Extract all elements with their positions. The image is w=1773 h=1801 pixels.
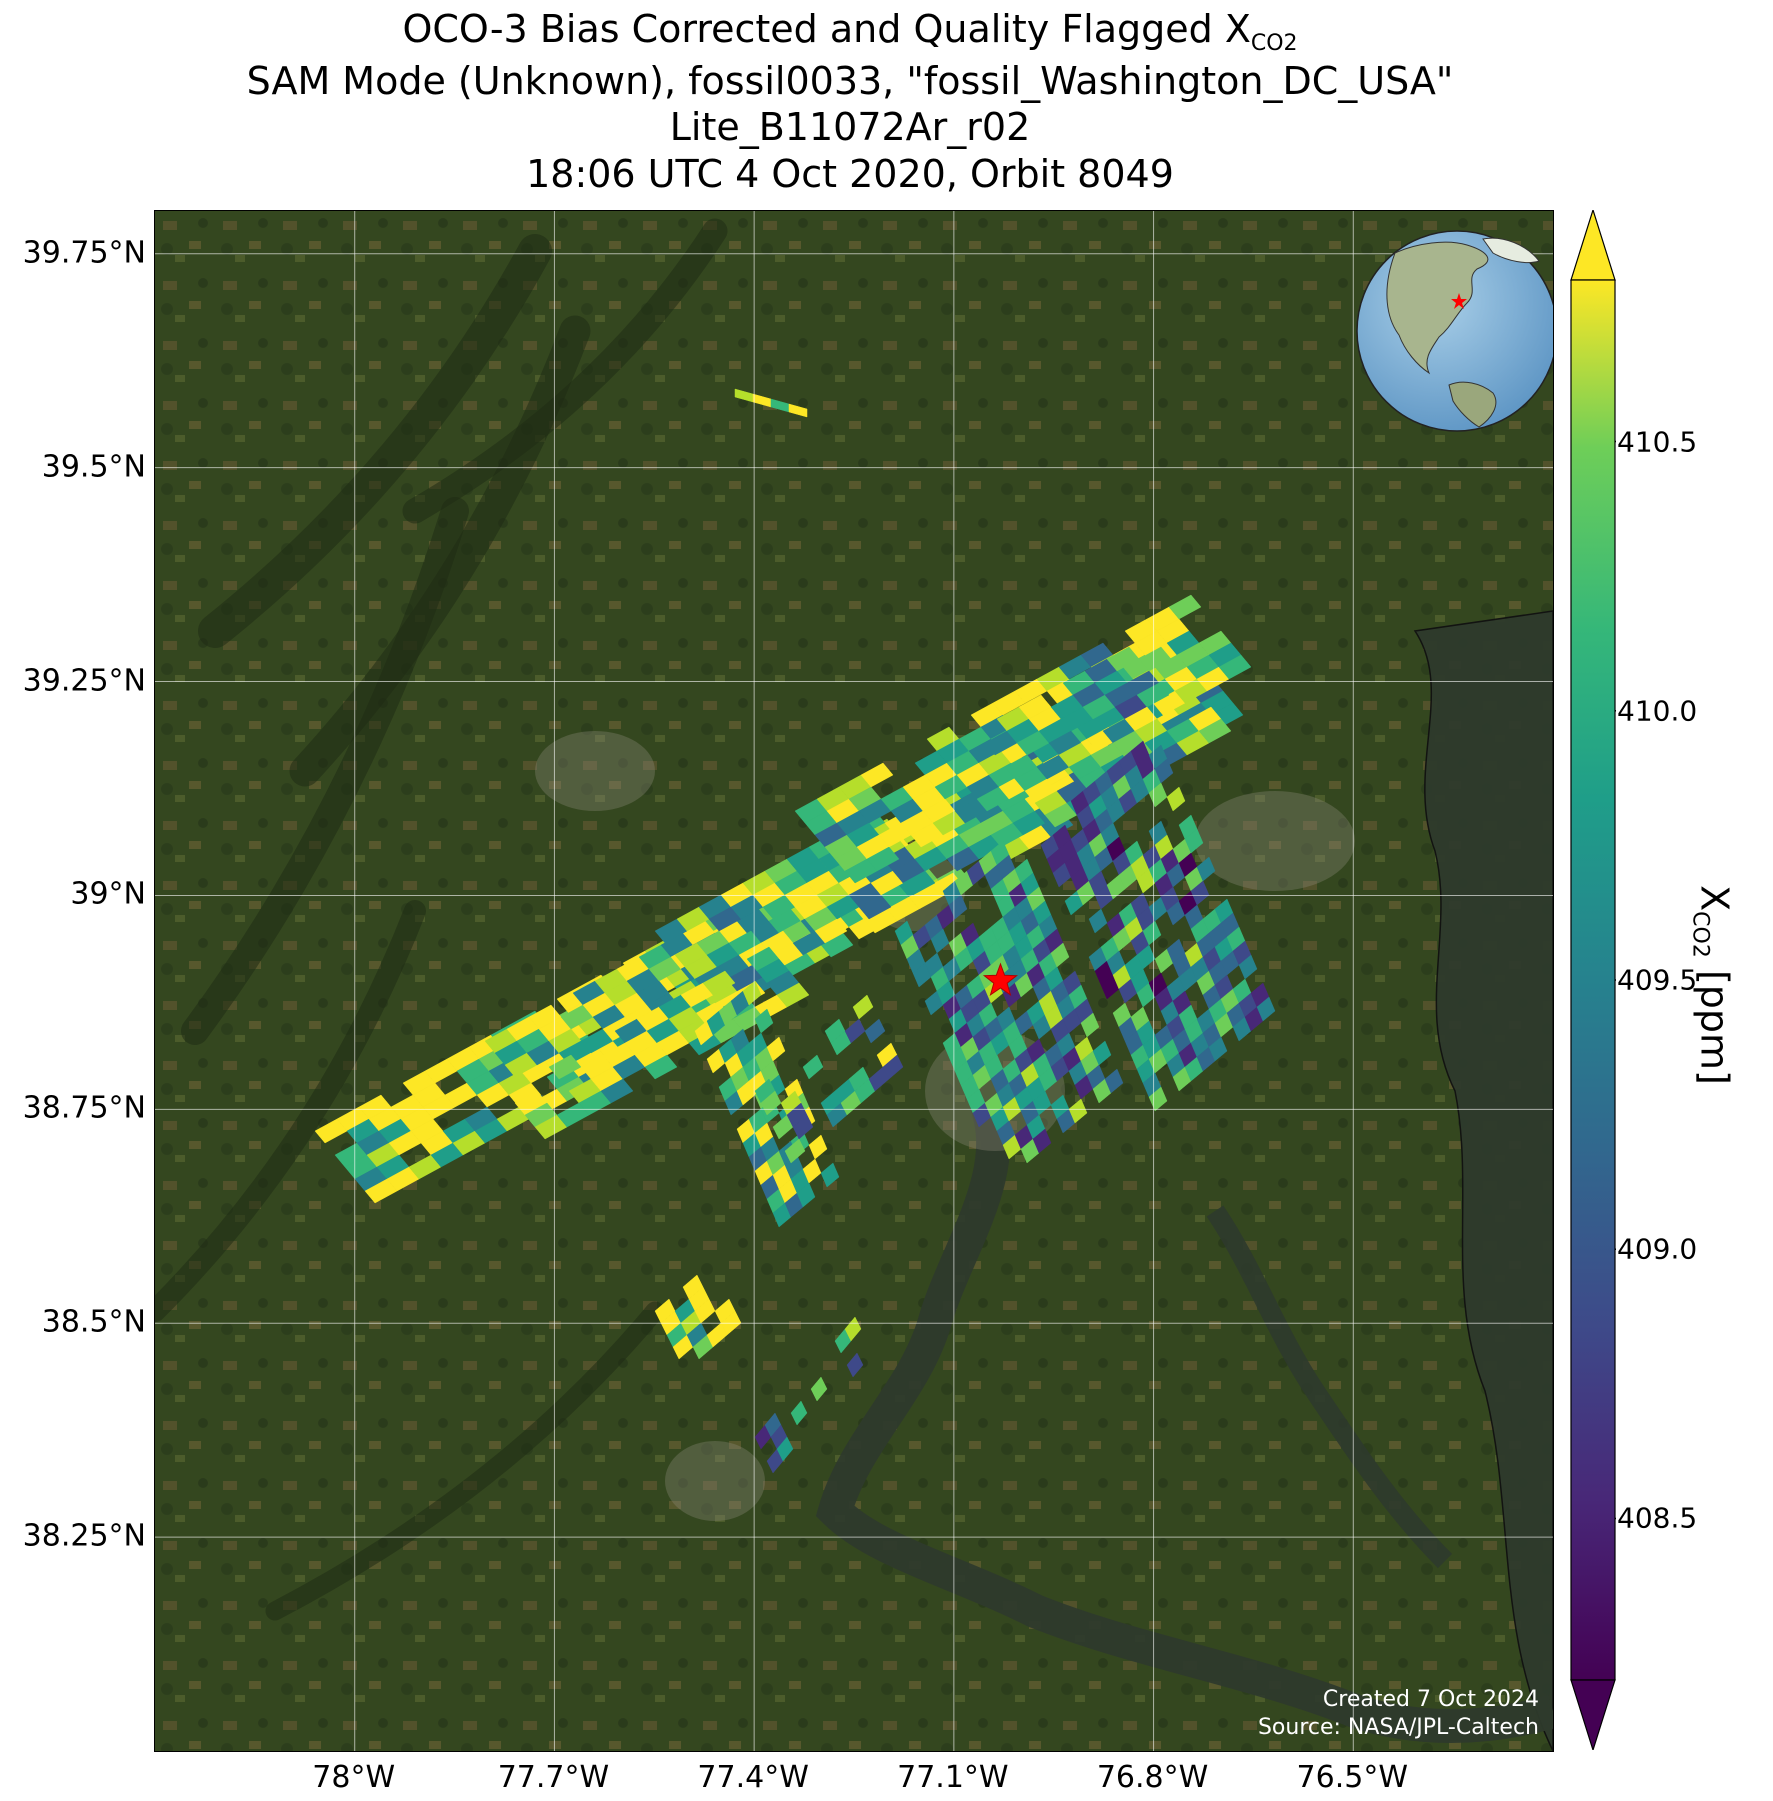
xco2-footprint bbox=[1092, 1040, 1112, 1066]
colorbar-tick-label: 408.5 bbox=[1617, 1501, 1698, 1535]
credit-source: Source: NASA/JPL-Caltech bbox=[1257, 1714, 1539, 1740]
xco2-footprint bbox=[1142, 920, 1162, 946]
xco2-footprint bbox=[600, 1078, 634, 1104]
xco2-footprint bbox=[754, 1008, 774, 1034]
lat-tick-label: 39.75°N bbox=[22, 235, 146, 271]
xco2-footprint bbox=[788, 403, 808, 418]
title-line-1: OCO-3 Bias Corrected and Quality Flagged… bbox=[402, 7, 1298, 56]
xco2-footprint bbox=[1166, 786, 1186, 812]
xco2-footprint bbox=[742, 980, 762, 1006]
lat-tick-label: 38.75°N bbox=[22, 1090, 146, 1126]
xco2-footprint bbox=[1238, 954, 1258, 980]
xco2-footprint bbox=[792, 1114, 814, 1140]
xco2-footprint bbox=[776, 1436, 794, 1462]
inset-star bbox=[1451, 293, 1467, 309]
lon-tick-label: 77.4°W bbox=[697, 1760, 809, 1795]
colorbar bbox=[1570, 210, 1616, 1750]
xco2-footprint bbox=[1154, 758, 1174, 784]
xco2-footprint bbox=[852, 994, 874, 1020]
xco2-footprint bbox=[1050, 942, 1070, 968]
target-star-marker bbox=[982, 962, 1018, 996]
colorbar-tick-label: 409.5 bbox=[1617, 963, 1698, 997]
xco2-footprint bbox=[784, 1138, 806, 1164]
xco2-footprint bbox=[776, 982, 810, 1008]
title-line-2: SAM Mode (Unknown), fossil0033, "fossil_… bbox=[246, 58, 1454, 103]
xco2-footprint bbox=[1168, 594, 1202, 620]
lat-tick-label: 39.25°N bbox=[22, 663, 146, 699]
potomac-river bbox=[815, 1094, 1553, 1743]
xco2-footprint bbox=[882, 1054, 904, 1080]
xco2-footprint bbox=[810, 1376, 828, 1402]
colorbar-label: XCO2 [ppm] bbox=[1687, 885, 1737, 1085]
xco2-footprint bbox=[1196, 856, 1216, 882]
xco2-footprint bbox=[902, 870, 936, 896]
mountain-ridges bbox=[155, 218, 728, 1621]
chesapeake-bay bbox=[1413, 610, 1553, 1751]
colorbar-tick-label: 409.0 bbox=[1617, 1232, 1698, 1266]
title-line-4: 18:06 UTC 4 Oct 2020, Orbit 8049 bbox=[526, 151, 1174, 196]
lon-tick-label: 76.5°W bbox=[1296, 1760, 1409, 1795]
water-bodies bbox=[815, 610, 1553, 1751]
colorbar-gradient bbox=[1570, 279, 1616, 1681]
xco2-footprint bbox=[1218, 654, 1252, 680]
credit-text: Created 7 Oct 2024 Source: NASA/JPL-Calt… bbox=[1258, 1686, 1539, 1741]
patuxent-river bbox=[1206, 1205, 1453, 1569]
xco2-footprint bbox=[1198, 718, 1232, 744]
xco2-footprint bbox=[1068, 1098, 1088, 1124]
xco2-footprint bbox=[1104, 1068, 1124, 1094]
ridge-band bbox=[289, 315, 591, 787]
map-canvas bbox=[155, 211, 1553, 1751]
ridge-band bbox=[402, 218, 728, 524]
credit-created: Created 7 Oct 2024 bbox=[1322, 1687, 1539, 1712]
ridge-band bbox=[265, 1301, 665, 1621]
xco2-footprint bbox=[820, 1162, 840, 1188]
xco2-footprint bbox=[1080, 1012, 1100, 1038]
urban-area bbox=[665, 1441, 765, 1521]
lat-tick-label: 38.5°N bbox=[41, 1304, 146, 1340]
xco2-footprint bbox=[1208, 1036, 1228, 1062]
xco2-footprint bbox=[860, 762, 894, 788]
xco2-footprint bbox=[1136, 682, 1170, 708]
colorbar-tick-label: 410.0 bbox=[1617, 694, 1698, 728]
inset-globe bbox=[1356, 230, 1553, 432]
ridge-band bbox=[198, 234, 552, 648]
xco2-footprint bbox=[814, 918, 848, 944]
xco2-footprint bbox=[866, 846, 900, 872]
colorbar-extend-max bbox=[1570, 210, 1616, 281]
xco2-footprint bbox=[808, 1134, 828, 1160]
xco2-footprint bbox=[796, 1182, 816, 1208]
xco2-footprint bbox=[702, 970, 736, 996]
colorbar-extend-min bbox=[1570, 1679, 1616, 1750]
xco2-footprint bbox=[790, 1400, 808, 1426]
lon-tick-label: 77.7°W bbox=[497, 1760, 610, 1795]
ridge-band bbox=[155, 900, 426, 1322]
xco2-footprint bbox=[1032, 1128, 1052, 1154]
xco2-footprint bbox=[766, 1036, 786, 1062]
map-panel[interactable]: Created 7 Oct 2024 Source: NASA/JPL-Calt… bbox=[154, 210, 1554, 1752]
title-line-3: Lite_B11072Ar_r02 bbox=[669, 105, 1031, 150]
urban-area bbox=[535, 731, 655, 811]
colorbar-tick-label: 410.5 bbox=[1617, 425, 1698, 459]
urban-area bbox=[1195, 791, 1355, 891]
ridge-band bbox=[181, 497, 469, 1045]
xco2-soundings bbox=[314, 388, 1276, 1474]
figure-title: OCO-3 Bias Corrected and Quality Flagged… bbox=[0, 6, 1700, 197]
lat-tick-label: 38.25°N bbox=[22, 1518, 146, 1554]
lon-tick-label: 78°W bbox=[312, 1760, 396, 1795]
lon-tick-label: 76.8°W bbox=[1096, 1760, 1209, 1795]
xco2-footprint bbox=[644, 1054, 678, 1080]
lon-tick-label: 77.1°W bbox=[897, 1760, 1009, 1795]
lat-tick-label: 39°N bbox=[70, 876, 146, 912]
xco2-footprint bbox=[802, 1054, 824, 1080]
xco2-footprint bbox=[1256, 996, 1276, 1022]
xco2-footprint bbox=[846, 1352, 864, 1378]
lat-tick-label: 39.5°N bbox=[41, 449, 146, 485]
xco2-footprint bbox=[1184, 828, 1204, 854]
xco2-footprint bbox=[864, 1018, 886, 1044]
lat-lon-grid bbox=[155, 211, 1553, 1751]
xco2-footprint bbox=[858, 894, 892, 920]
